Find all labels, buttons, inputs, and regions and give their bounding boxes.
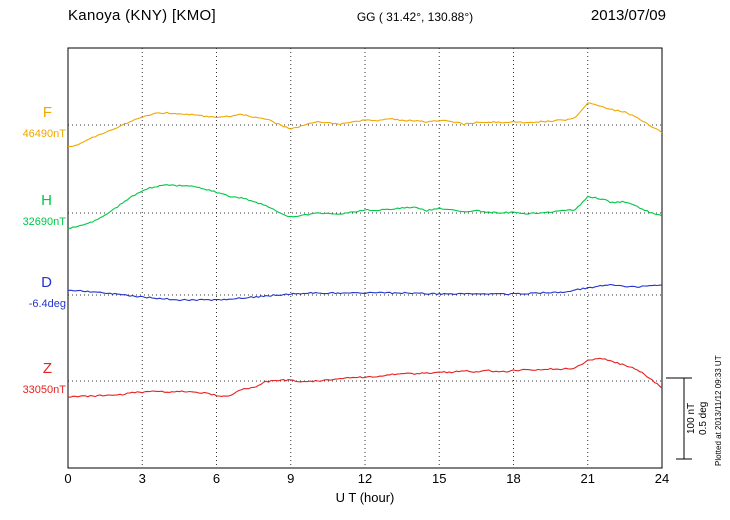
x-tick-label: 21 — [580, 471, 595, 486]
trace-Z — [67, 357, 663, 398]
plot-date: 2013/07/09 — [590, 7, 666, 24]
scale-label-deg: 0.5 deg — [698, 401, 709, 435]
component-baseline-Z: 33050nT — [22, 384, 66, 396]
component-baseline-H: 32690nT — [22, 216, 66, 228]
trace-F — [67, 102, 663, 148]
x-tick-label: 9 — [287, 471, 295, 486]
x-tick-label: 6 — [212, 471, 221, 486]
component-label-D: D — [41, 274, 52, 291]
component-label-H: H — [41, 192, 52, 209]
scale-label-nt: 100 nT — [686, 402, 697, 434]
trace-D — [67, 283, 663, 302]
x-tick-label: 3 — [138, 471, 146, 486]
station-title: Kanoya (KNY) [KMO] — [68, 7, 216, 24]
x-tick-label: 24 — [654, 471, 670, 486]
x-axis-label: U T (hour) — [335, 490, 395, 505]
component-label-Z: Z — [42, 360, 52, 377]
plotted-at-note: Plotted at 2013/11/12 09:33 UT — [714, 355, 723, 466]
x-tick-label: 18 — [506, 471, 521, 486]
trace-H — [67, 184, 663, 229]
x-tick-label: 12 — [357, 471, 373, 486]
component-baseline-D: -6.4deg — [28, 298, 66, 310]
x-tick-label: 0 — [64, 471, 72, 486]
geographic-coords: GG ( 31.42°, 130.88°) — [356, 10, 474, 24]
component-baseline-F: 46490nT — [22, 128, 66, 140]
component-label-F: F — [42, 104, 52, 121]
x-tick-label: 15 — [432, 471, 447, 486]
